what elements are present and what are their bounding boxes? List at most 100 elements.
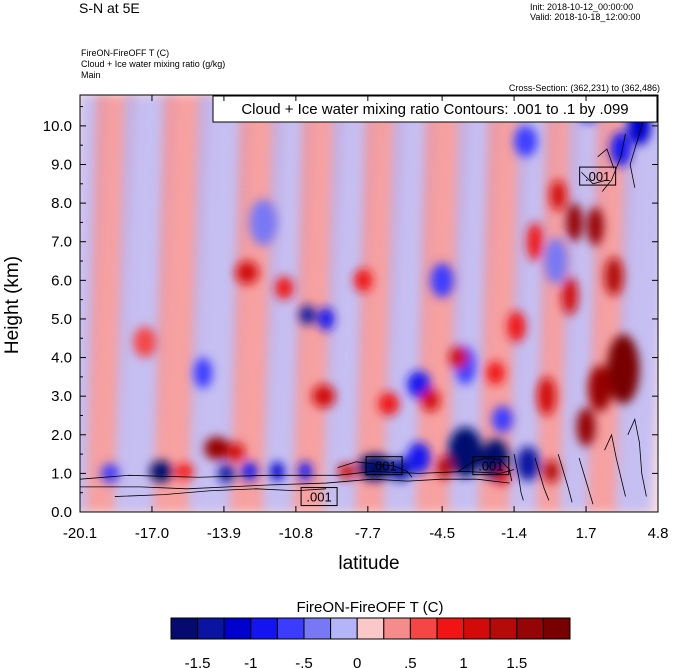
- field-desc-cloud: Cloud + Ice water mixing ratio (g/kg): [81, 59, 226, 69]
- y-tick-label: 1.0: [51, 465, 72, 482]
- cloud-contour-line: [337, 461, 413, 478]
- colorbar-swatch: [409, 617, 438, 640]
- x-tick-label: -10.8: [279, 525, 313, 542]
- warm-anomaly: [436, 456, 453, 480]
- x-tick-label: -1.4: [501, 525, 527, 542]
- cold-anomaly: [447, 427, 483, 478]
- cloud-contour-line: [604, 433, 626, 497]
- warm-anomaly: [133, 326, 157, 358]
- colorbar-swatch: [463, 617, 491, 640]
- y-axis-label: Height (km): [2, 256, 23, 354]
- warm-anomaly: [353, 268, 373, 292]
- warm-anomaly: [507, 311, 526, 343]
- warm-anomaly: [486, 361, 505, 385]
- cold-anomaly: [407, 442, 431, 474]
- cold-anomaly: [610, 131, 632, 167]
- y-tick-label: 10.0: [43, 118, 72, 135]
- warm-anomaly: [449, 345, 468, 370]
- warm-anomaly: [175, 463, 194, 480]
- colorbar: [170, 617, 571, 640]
- colorbar-swatch: [197, 617, 225, 640]
- background-band: [615, 95, 658, 512]
- colorbar-swatch: [489, 617, 518, 640]
- cloud-contour-line: [458, 457, 513, 482]
- warm-anomaly: [226, 442, 245, 462]
- field-desc-main: Main: [81, 70, 101, 80]
- x-axis: -20.1 -17.0 -13.9 -10.8 -7.7 -4.5 -1.4 1.7 4.8: [63, 95, 669, 542]
- contour-title-box: [212, 95, 658, 123]
- cloud-contour-line: [513, 454, 524, 501]
- cross-section-label: Cross-Section: (362,231) to (362,486): [508, 83, 660, 93]
- cloud-contour-line: [581, 171, 608, 185]
- colorbar-swatch: [436, 617, 465, 640]
- warm-anomaly: [204, 436, 230, 460]
- warm-anomaly: [566, 203, 583, 242]
- contour-label-box: [579, 166, 617, 186]
- x-axis-label: latitude: [338, 553, 399, 574]
- contour-label: .001: [306, 490, 331, 505]
- x-tick-label: -20.1: [63, 525, 97, 542]
- plot-area: [79, 94, 659, 513]
- warm-anomaly: [604, 257, 624, 296]
- init-time: Init: 2018-10-12_00:00:00: [530, 2, 634, 12]
- colorbar-label: -1.5: [185, 655, 211, 668]
- colorbar-swatch: [516, 617, 544, 640]
- cold-anomaly: [430, 262, 454, 298]
- cloud-contour-line: [597, 148, 615, 169]
- cold-anomaly: [149, 460, 173, 483]
- colorbar-swatch: [542, 617, 571, 640]
- colorbar-swatch: [250, 617, 278, 640]
- contour-label: .001: [371, 459, 396, 474]
- plot-frame: [79, 94, 659, 513]
- warm-anomaly: [550, 179, 567, 211]
- warm-anomaly: [378, 392, 400, 416]
- cloud-contour-line: [578, 457, 594, 505]
- warm-anomaly: [537, 376, 556, 416]
- warm-anomaly: [588, 365, 612, 412]
- colorbar-label: -.5: [295, 655, 313, 668]
- colorbar-swatch: [383, 617, 411, 640]
- warm-anomaly: [337, 463, 357, 480]
- cold-anomaly: [249, 199, 278, 246]
- colorbar-labels: -1.5 -1 -.5 0 .5 1 1.5: [185, 655, 528, 668]
- warm-anomaly: [543, 459, 560, 484]
- cold-anomaly: [299, 305, 316, 325]
- x-tick-label: 1.7: [576, 525, 597, 542]
- warm-anomaly: [235, 261, 259, 285]
- x-tick-label: -13.9: [207, 525, 241, 542]
- x-tick-label: -17.0: [135, 525, 169, 542]
- cold-anomaly: [492, 405, 513, 433]
- field-desc-temp: FireON-FireOFF T (C): [81, 48, 170, 58]
- colorbar-swatch: [330, 617, 358, 640]
- background-bands: [80, 95, 658, 512]
- warm-anomaly: [606, 334, 640, 404]
- contour-labels: .001 .001 .001 .001: [300, 166, 617, 507]
- cold-anomaly: [516, 446, 540, 482]
- y-tick-label: 4.0: [51, 350, 72, 367]
- y-tick-label: 2.0: [51, 427, 72, 444]
- x-tick-label: 4.8: [648, 525, 669, 542]
- y-tick-label: 3.0: [51, 388, 72, 405]
- cloud-contours: [80, 118, 647, 505]
- contour-label: .001: [478, 459, 503, 474]
- colorbar-swatch: [276, 617, 305, 640]
- colorbar-swatch: [303, 617, 332, 640]
- cold-anomaly: [241, 461, 258, 482]
- warm-anomaly: [526, 222, 544, 262]
- colorbar-label: .5: [404, 655, 417, 668]
- valid-time: Valid: 2018-10-18_12:00:00: [530, 12, 641, 22]
- y-tick-label: 5.0: [51, 311, 72, 328]
- x-tick-label: -7.7: [355, 525, 381, 542]
- contour-label-box: [365, 456, 403, 476]
- contour-label-box: [300, 487, 338, 507]
- y-tick-label: 0.0: [51, 504, 72, 521]
- plot-title: S-N at 5E: [79, 0, 140, 16]
- colorbar-title: FireON-FireOFF T (C): [297, 599, 444, 616]
- y-tick-label: 6.0: [51, 272, 72, 289]
- y-axis: 0.0 1.0 2.0 3.0 4.0 5.0 6.0 7.0 8.0 9.0 10.0: [43, 106, 658, 521]
- cold-anomaly: [317, 307, 335, 331]
- cold-anomaly: [388, 457, 412, 482]
- warm-anomaly: [274, 276, 294, 300]
- colorbar-label: 1: [459, 655, 467, 668]
